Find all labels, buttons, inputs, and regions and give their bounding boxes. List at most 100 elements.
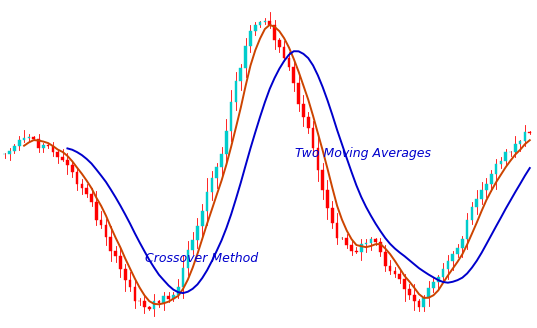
Bar (398, 274, 401, 279)
Bar (220, 154, 223, 167)
Bar (423, 298, 425, 307)
Bar (470, 207, 473, 220)
Bar (66, 159, 69, 165)
Bar (283, 47, 286, 58)
Bar (100, 220, 103, 225)
Bar (499, 161, 502, 164)
Bar (114, 251, 117, 256)
Bar (345, 238, 348, 245)
Bar (182, 268, 184, 287)
Bar (355, 251, 358, 252)
Bar (278, 40, 281, 47)
Bar (110, 237, 112, 251)
Bar (408, 289, 411, 295)
Bar (167, 296, 170, 299)
Bar (316, 148, 319, 170)
Bar (437, 277, 440, 282)
Bar (186, 250, 189, 268)
Bar (124, 269, 127, 280)
Bar (326, 190, 329, 208)
Bar (432, 282, 435, 288)
Bar (259, 22, 262, 25)
Bar (495, 164, 497, 174)
Bar (71, 165, 74, 172)
Bar (157, 301, 160, 303)
Bar (331, 208, 333, 223)
Bar (374, 239, 377, 242)
Bar (288, 58, 291, 67)
Bar (504, 153, 507, 161)
Bar (369, 239, 372, 243)
Text: Crossover Method: Crossover Method (145, 253, 258, 265)
Bar (519, 141, 521, 144)
Bar (321, 170, 324, 190)
Bar (456, 248, 459, 254)
Bar (485, 184, 488, 190)
Bar (134, 287, 136, 301)
Bar (297, 83, 300, 104)
Bar (490, 174, 492, 184)
Bar (32, 137, 35, 139)
Bar (418, 301, 420, 307)
Bar (196, 226, 199, 240)
Bar (52, 146, 54, 152)
Bar (249, 31, 252, 46)
Bar (268, 21, 271, 26)
Bar (27, 137, 30, 138)
Bar (148, 307, 150, 310)
Bar (162, 296, 165, 303)
Bar (466, 220, 468, 239)
Bar (379, 242, 382, 252)
Bar (403, 279, 406, 289)
Bar (302, 104, 304, 117)
Bar (230, 102, 233, 132)
Bar (13, 146, 16, 151)
Bar (447, 261, 449, 269)
Bar (61, 157, 64, 159)
Bar (293, 67, 295, 83)
Bar (311, 128, 314, 148)
Bar (475, 198, 478, 207)
Bar (76, 172, 78, 184)
Bar (206, 192, 208, 211)
Bar (442, 269, 445, 277)
Bar (42, 145, 45, 148)
Bar (509, 152, 512, 153)
Bar (350, 245, 353, 251)
Bar (413, 295, 416, 301)
Bar (129, 280, 132, 287)
Bar (81, 184, 83, 188)
Bar (215, 167, 218, 178)
Bar (360, 244, 362, 252)
Bar (461, 239, 463, 248)
Bar (384, 252, 387, 266)
Bar (172, 295, 175, 299)
Bar (105, 225, 107, 237)
Bar (143, 301, 146, 307)
Bar (365, 243, 367, 244)
Bar (235, 81, 237, 102)
Bar (191, 240, 194, 250)
Text: Two Moving Averages: Two Moving Averages (295, 148, 431, 160)
Bar (452, 254, 454, 261)
Bar (244, 46, 247, 68)
Bar (37, 139, 40, 148)
Bar (389, 266, 391, 271)
Bar (47, 145, 49, 146)
Bar (514, 144, 517, 152)
Bar (480, 190, 483, 198)
Bar (139, 300, 141, 301)
Bar (153, 301, 155, 310)
Bar (211, 178, 213, 192)
Bar (201, 211, 204, 226)
Bar (119, 256, 122, 269)
Bar (18, 140, 20, 146)
Bar (85, 188, 88, 194)
Bar (336, 223, 338, 238)
Bar (307, 117, 309, 128)
Bar (273, 26, 276, 40)
Bar (56, 152, 59, 157)
Bar (95, 202, 98, 220)
Bar (524, 132, 526, 141)
Bar (23, 138, 25, 140)
